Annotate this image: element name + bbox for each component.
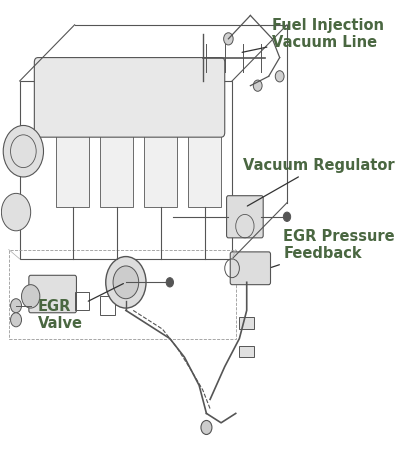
Text: EGR
Valve: EGR Valve bbox=[38, 284, 124, 331]
Circle shape bbox=[166, 277, 173, 287]
Circle shape bbox=[11, 313, 21, 327]
Circle shape bbox=[1, 194, 30, 231]
FancyBboxPatch shape bbox=[144, 123, 177, 207]
Text: Vacuum Regulator: Vacuum Regulator bbox=[243, 158, 395, 206]
FancyBboxPatch shape bbox=[100, 123, 133, 207]
Circle shape bbox=[283, 212, 290, 221]
FancyBboxPatch shape bbox=[227, 196, 263, 238]
FancyBboxPatch shape bbox=[239, 346, 254, 357]
Circle shape bbox=[201, 421, 212, 434]
FancyBboxPatch shape bbox=[56, 123, 89, 207]
Circle shape bbox=[21, 284, 40, 308]
FancyBboxPatch shape bbox=[34, 57, 225, 137]
Circle shape bbox=[113, 266, 139, 299]
Circle shape bbox=[253, 80, 262, 91]
Circle shape bbox=[224, 33, 233, 45]
Circle shape bbox=[3, 125, 44, 177]
Text: Fuel Injection
Vacuum Line: Fuel Injection Vacuum Line bbox=[242, 18, 384, 52]
Circle shape bbox=[106, 257, 146, 308]
Circle shape bbox=[275, 71, 284, 82]
Text: EGR Pressure
Feedback: EGR Pressure Feedback bbox=[272, 228, 395, 268]
FancyBboxPatch shape bbox=[230, 252, 271, 284]
FancyBboxPatch shape bbox=[29, 275, 77, 313]
FancyBboxPatch shape bbox=[239, 317, 254, 329]
Circle shape bbox=[11, 299, 21, 313]
FancyBboxPatch shape bbox=[188, 123, 221, 207]
